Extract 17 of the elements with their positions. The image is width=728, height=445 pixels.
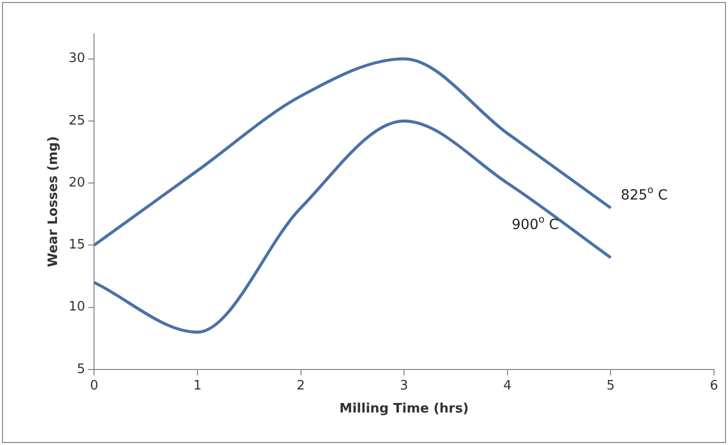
- y-tick-label: 10: [68, 300, 86, 315]
- y-tick-label: 5: [76, 362, 86, 377]
- y-axis-title: Wear Losses (mg): [46, 136, 62, 268]
- y-tick-label: 30: [68, 51, 86, 66]
- x-tick-label: 4: [503, 378, 512, 394]
- y-tick-label: 15: [68, 238, 86, 253]
- x-tick-label: 5: [606, 378, 615, 394]
- line-series: [92, 57, 612, 247]
- x-tick-label: 0: [90, 378, 98, 394]
- x-tick-label: 6: [710, 378, 718, 394]
- line-series: [92, 119, 612, 334]
- y-tick-label: 25: [68, 113, 86, 128]
- x-tick-label: 3: [400, 378, 408, 394]
- x-tick-label: 2: [296, 378, 305, 394]
- x-axis-title: Milling Time (hrs): [339, 402, 469, 417]
- y-tick-label: 20: [68, 175, 86, 190]
- x-tick-label: 1: [193, 378, 202, 394]
